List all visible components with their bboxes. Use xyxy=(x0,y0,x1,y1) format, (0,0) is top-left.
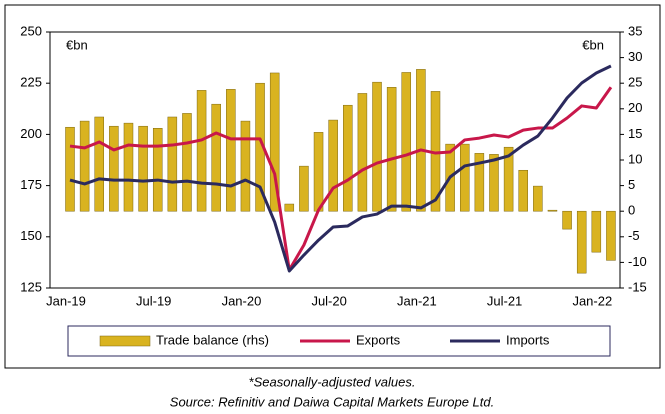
y-unit: €bn xyxy=(66,37,88,52)
bar xyxy=(503,146,514,212)
y2-tick-label: 10 xyxy=(628,151,642,166)
bar xyxy=(79,120,90,212)
bar xyxy=(226,89,236,212)
legend-label: Trade balance (rhs) xyxy=(156,332,269,347)
legend-label: Exports xyxy=(356,332,401,347)
y-tick-label: 225 xyxy=(20,75,42,90)
y2-tick-label: 5 xyxy=(628,177,635,192)
bar xyxy=(65,126,75,212)
bar xyxy=(357,93,368,212)
bar xyxy=(284,203,295,212)
bar xyxy=(547,209,558,212)
x-tick-label: Jul-19 xyxy=(136,293,171,308)
x-tick-label: Jan-21 xyxy=(397,293,437,308)
legend xyxy=(67,325,611,357)
bar xyxy=(123,122,134,212)
y-tick-label: 125 xyxy=(20,279,42,294)
note: *Seasonally-adjusted values. xyxy=(249,374,416,389)
x-tick-label: Jan-20 xyxy=(222,293,262,308)
chart-frame xyxy=(4,4,661,369)
bar xyxy=(386,87,397,212)
line xyxy=(69,86,613,272)
line xyxy=(69,64,612,273)
y-tick-label: 250 xyxy=(20,23,42,38)
bar xyxy=(313,132,324,212)
x-tick-label: Jan-22 xyxy=(572,293,612,308)
bar xyxy=(416,69,426,212)
bar xyxy=(240,120,251,212)
y-tick-label: 200 xyxy=(20,126,42,141)
y2-tick-label: 20 xyxy=(628,100,642,115)
x-tick-label: Jan-19 xyxy=(46,293,86,308)
bar xyxy=(269,72,280,212)
bar xyxy=(459,143,470,212)
y2-tick-label: 15 xyxy=(628,126,642,141)
note: Source: Refinitiv and Daiwa Capital Mark… xyxy=(170,394,494,409)
bar xyxy=(606,210,616,261)
bar xyxy=(533,185,543,212)
bar xyxy=(211,103,221,212)
bar xyxy=(196,90,207,212)
y2-tick-label: -5 xyxy=(628,228,640,243)
bar xyxy=(328,119,338,212)
bar xyxy=(138,125,148,212)
legend-label: Imports xyxy=(506,332,550,347)
bar xyxy=(299,165,309,212)
y2-tick-label: 35 xyxy=(628,23,642,38)
y2-tick-label: -15 xyxy=(628,279,647,294)
x-tick-label: Jul-21 xyxy=(487,293,522,308)
y-tick-label: 150 xyxy=(20,228,42,243)
legend-swatch xyxy=(99,335,151,347)
y2-tick-label: 0 xyxy=(628,203,635,218)
bar xyxy=(401,72,412,212)
bar xyxy=(562,210,572,230)
bar xyxy=(343,104,353,212)
y2-unit: €bn xyxy=(582,37,604,52)
y2-tick-label: 25 xyxy=(628,75,642,90)
x-tick-label: Jul-20 xyxy=(311,293,346,308)
y2-tick-label: 30 xyxy=(628,49,642,64)
bar xyxy=(591,210,602,253)
bar xyxy=(518,169,528,212)
bar xyxy=(372,81,382,212)
bar xyxy=(489,154,499,212)
bar xyxy=(167,116,178,212)
bar xyxy=(94,116,104,212)
y2-tick-label: -10 xyxy=(628,254,647,269)
bar xyxy=(474,153,485,212)
bar xyxy=(109,125,119,212)
bar xyxy=(152,128,163,212)
bar xyxy=(182,113,192,212)
bar xyxy=(576,210,587,274)
y-tick-label: 175 xyxy=(20,177,42,192)
